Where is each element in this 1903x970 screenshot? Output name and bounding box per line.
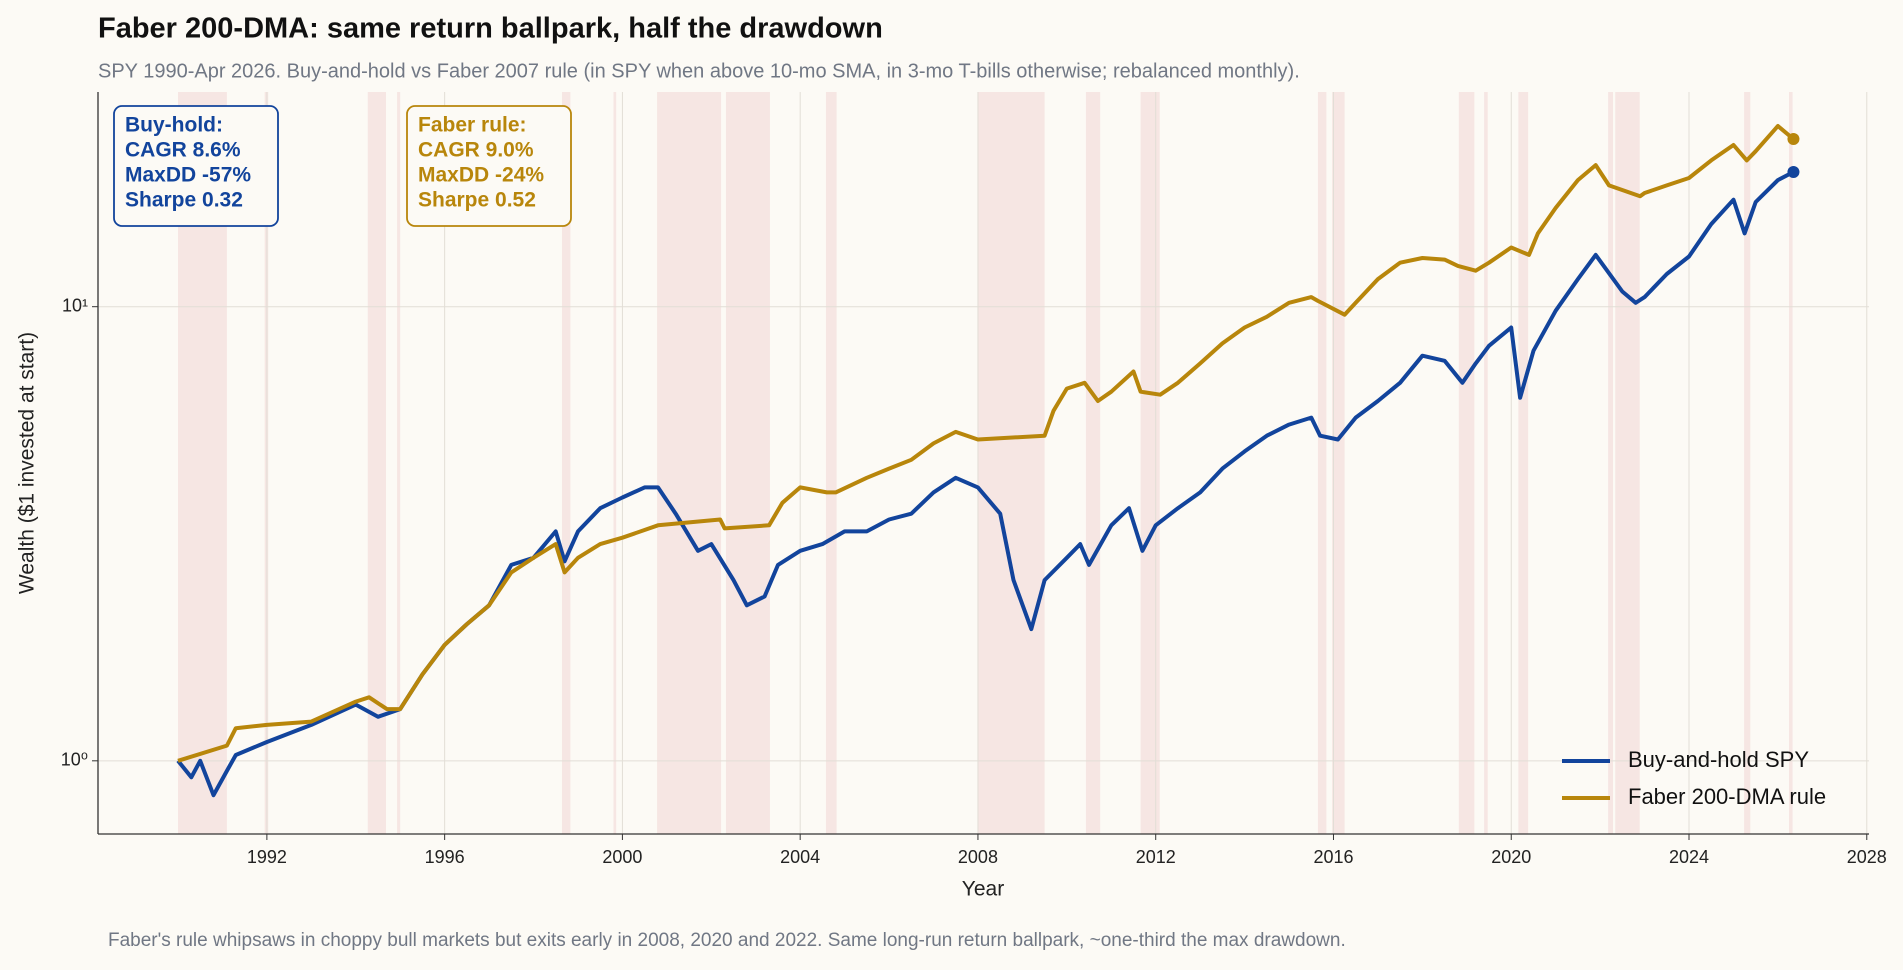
footnote: Faber's rule whipsaws in choppy bull mar… — [108, 930, 1346, 951]
annotation-text: Faber rule: — [418, 114, 527, 137]
annotation-text: Sharpe 0.32 — [125, 189, 243, 212]
shaded-period — [977, 92, 1045, 834]
x-tick-label: 2028 — [1847, 847, 1887, 867]
annotation-text: Sharpe 0.52 — [418, 189, 536, 212]
shaded-period — [1608, 92, 1614, 834]
chart-subtitle: SPY 1990-Apr 2026. Buy-and-hold vs Faber… — [98, 60, 1300, 82]
shaded-period — [1458, 92, 1475, 834]
shaded-period — [561, 92, 571, 834]
annotation-box — [113, 105, 279, 227]
y-tick-label: 10¹ — [62, 295, 88, 315]
shaded-period — [657, 92, 722, 834]
shaded-period — [1789, 92, 1793, 834]
shaded-period — [1518, 92, 1529, 834]
x-tick-label: 2008 — [958, 847, 998, 867]
x-tick-label: 2020 — [1491, 847, 1531, 867]
x-tick-label: 1992 — [247, 847, 287, 867]
legend-label: Faber 200-DMA rule — [1628, 784, 1826, 809]
legend-label: Buy-and-hold SPY — [1628, 747, 1809, 772]
series-line — [177, 124, 1795, 763]
shaded-period — [825, 92, 837, 834]
shaded-period — [397, 92, 401, 834]
shaded-period — [367, 92, 386, 834]
shaded-period — [1484, 92, 1488, 834]
shaded-period — [725, 92, 770, 834]
x-tick-label: 2012 — [1136, 847, 1176, 867]
shaded-period — [1085, 92, 1101, 834]
shaded-period — [613, 92, 617, 834]
x-tick-label: 1996 — [425, 847, 465, 867]
x-tick-label: 2004 — [780, 847, 820, 867]
y-axis-label: Wealth ($1 invested at start) — [16, 332, 39, 594]
x-tick-label: 2024 — [1669, 847, 1709, 867]
annotation-text: CAGR 8.6% — [125, 139, 241, 162]
annotation-text: Buy-hold: — [125, 114, 223, 137]
annotation-text: MaxDD -57% — [125, 164, 251, 187]
x-tick-label: 2000 — [602, 847, 642, 867]
shaded-period — [1744, 92, 1751, 834]
x-tick-label: 2016 — [1313, 847, 1353, 867]
shaded-period — [1317, 92, 1327, 834]
chart-title: Faber 200-DMA: same return ballpark, hal… — [98, 13, 883, 45]
shaded-period — [1332, 92, 1345, 834]
annotation-box — [406, 105, 572, 227]
shaded-period — [1140, 92, 1160, 834]
annotation-text: CAGR 9.0% — [418, 139, 534, 162]
annotation-text: MaxDD -24% — [418, 164, 544, 187]
y-tick-label: 10⁰ — [61, 750, 88, 770]
shaded-period — [1615, 92, 1640, 834]
x-axis-label: Year — [962, 878, 1004, 901]
end-point — [1787, 133, 1800, 146]
end-point — [1787, 165, 1800, 178]
